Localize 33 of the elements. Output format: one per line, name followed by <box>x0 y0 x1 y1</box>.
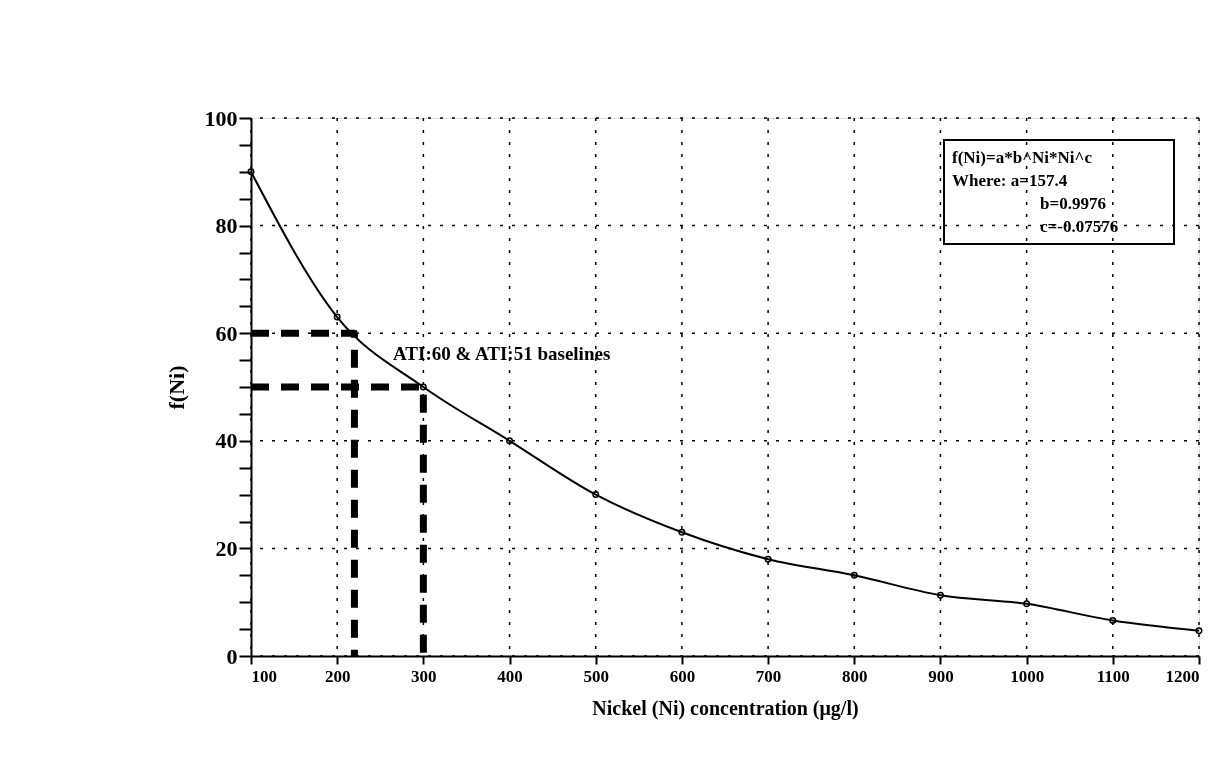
x-tick-label: 100 <box>251 666 277 686</box>
point <box>678 528 686 536</box>
point <box>850 571 858 579</box>
x-axis-title: Nickel (Ni) concentration (μg/l) <box>592 696 859 720</box>
x-tick-label: 800 <box>842 666 868 686</box>
point <box>419 383 427 391</box>
point <box>592 491 600 499</box>
x-tick-label: 900 <box>928 666 954 686</box>
y-axis-title: f(Ni) <box>163 365 189 410</box>
point <box>936 591 944 599</box>
y-tick-label: 60 <box>215 320 238 346</box>
annotation: c=-0.07576 <box>1040 217 1119 236</box>
x-tick-label: 1000 <box>1010 666 1045 686</box>
x-tick-label: 400 <box>497 666 523 686</box>
annotation: b=0.9976 <box>1040 194 1106 213</box>
point <box>506 437 514 445</box>
y-tick-label: 0 <box>226 643 238 669</box>
x-tick-label: 500 <box>583 666 609 686</box>
annotation: f(Ni)=a*b^Ni*Ni^c <box>952 148 1093 167</box>
x-tick-label: 700 <box>755 666 782 686</box>
point <box>1109 617 1117 624</box>
x-tick-label: 300 <box>411 666 437 686</box>
x-tick-label: 1100 <box>1096 666 1130 686</box>
y-tick-label: 40 <box>215 428 238 454</box>
point <box>1023 600 1031 608</box>
annotation: Where: a=157.4 <box>952 171 1068 190</box>
y-tick-label: 20 <box>215 535 238 561</box>
x-tick-label: 200 <box>324 666 351 686</box>
x-tick-label: 600 <box>669 666 696 686</box>
x-tick-label: 1200 <box>1165 666 1200 686</box>
y-tick-label: 80 <box>215 213 238 239</box>
annotation: ATI:60 & ATI:51 baselines <box>393 343 611 364</box>
y-tick-label: 100 <box>204 105 238 131</box>
